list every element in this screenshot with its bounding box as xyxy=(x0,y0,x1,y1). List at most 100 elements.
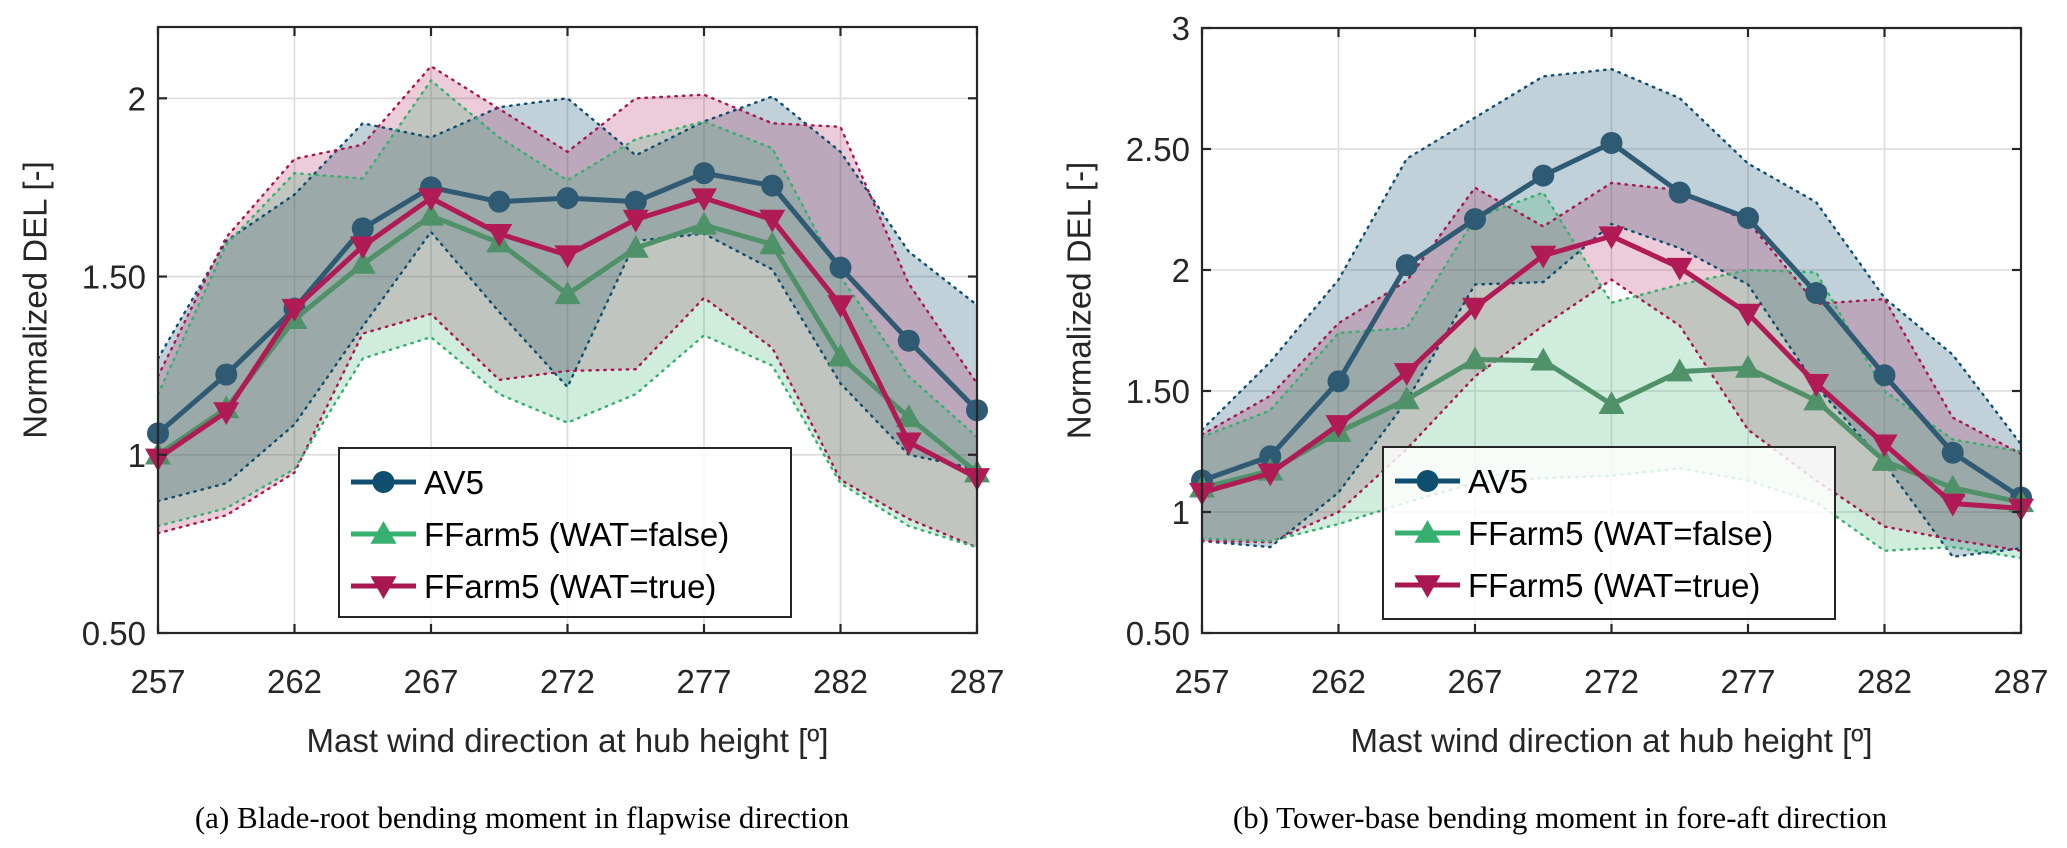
data-point xyxy=(829,256,852,279)
series-2 xyxy=(145,188,990,491)
series-2 xyxy=(1189,226,2034,522)
y-tick-label: 1 xyxy=(1172,494,1190,531)
y-axis-label: Normalized DEL [-] xyxy=(1061,162,1098,440)
data-point xyxy=(281,298,308,322)
data-point xyxy=(1395,254,1418,277)
data-point xyxy=(488,190,511,213)
data-point xyxy=(1666,358,1693,382)
band-upper-edge-0 xyxy=(1202,67,2021,446)
data-point xyxy=(351,217,374,240)
data-point xyxy=(1939,474,1966,498)
legend-item: AV5 xyxy=(1395,463,1528,500)
legend: AV5 FFarm5 (WAT=false) FFarm5 (WAT=true) xyxy=(338,447,792,618)
data-point xyxy=(1939,493,1966,517)
data-point xyxy=(1598,226,1625,250)
data-point xyxy=(1598,391,1625,415)
legend-item: AV5 xyxy=(351,464,484,501)
data-point xyxy=(693,162,715,185)
data-point xyxy=(554,281,581,305)
x-tick-label: 262 xyxy=(267,663,322,700)
y-axis-label: Normalized DEL [-] xyxy=(17,161,54,439)
y-tick-label: 1 xyxy=(128,437,146,474)
circle-marker-icon xyxy=(1416,470,1439,492)
data-point xyxy=(215,363,238,386)
triangle-down-marker-icon xyxy=(370,576,397,599)
y-tick-label: 2 xyxy=(128,80,146,117)
x-axis-label: Mast wind direction at hub height [º] xyxy=(306,722,828,759)
data-point xyxy=(827,343,854,367)
data-point xyxy=(1735,303,1761,327)
triangle-up-marker-icon xyxy=(1414,520,1441,543)
data-point xyxy=(1462,297,1488,321)
data-point xyxy=(1600,131,1623,154)
legend-label: FFarm5 (WAT=false) xyxy=(1468,515,1773,552)
band-lower-edge-1 xyxy=(158,333,977,549)
data-point xyxy=(1666,257,1693,281)
data-point xyxy=(1803,373,1830,397)
x-tick-label: 257 xyxy=(130,663,185,700)
panel-a-blade-root-chart: 257 262 267 272 277 282 287 0.50 1 1.50 2 Mast wind… xyxy=(17,25,1005,835)
y-tick-label: 1.50 xyxy=(1126,373,1190,410)
data-point xyxy=(554,245,581,269)
x-tick-label: 282 xyxy=(1857,663,1912,700)
series xyxy=(1189,131,2034,522)
data-point xyxy=(691,188,717,212)
x-tick-label: 272 xyxy=(1584,663,1639,700)
triangle-up-marker-icon xyxy=(370,521,397,544)
y-tick-label: 1.50 xyxy=(82,259,146,296)
band-upper-edge-0 xyxy=(158,95,977,360)
x-tick-label: 267 xyxy=(1447,663,1502,700)
legend-item: FFarm5 (WAT=false) xyxy=(351,516,729,553)
data-point xyxy=(1805,281,1828,304)
band-lower-edge-2 xyxy=(158,296,977,549)
data-point xyxy=(759,231,786,255)
band-area-0 xyxy=(1202,69,2021,557)
y-tick-label: 0.50 xyxy=(82,615,146,652)
band-upper-edge-1 xyxy=(1202,191,2021,453)
legend-item: FFarm5 (WAT=true) xyxy=(1395,567,1760,604)
data-point xyxy=(759,209,786,233)
data-point xyxy=(213,402,240,425)
legend-item: FFarm5 (WAT=true) xyxy=(351,568,716,605)
data-point xyxy=(1257,463,1284,487)
data-point xyxy=(1393,363,1420,386)
data-point xyxy=(622,209,649,233)
data-point xyxy=(761,174,784,197)
x-tick-label: 277 xyxy=(1720,663,1775,700)
x-tick-label: 287 xyxy=(949,663,1004,700)
legend-label: FFarm5 (WAT=false) xyxy=(424,516,729,553)
x-tick-label: 272 xyxy=(540,663,595,700)
data-point xyxy=(895,432,922,456)
data-point xyxy=(1871,434,1898,458)
band-lower-edge-0 xyxy=(158,230,977,503)
data-point xyxy=(1873,364,1896,387)
x-tick-label: 262 xyxy=(1311,663,1366,700)
legend-label: FFarm5 (WAT=true) xyxy=(1468,567,1760,604)
data-point xyxy=(624,190,647,213)
data-point xyxy=(1871,448,1898,471)
circle-marker-icon xyxy=(372,471,395,493)
data-point xyxy=(1259,445,1282,468)
data-point xyxy=(1735,355,1761,378)
triangle-down-marker-icon xyxy=(1414,575,1441,598)
data-point xyxy=(556,187,579,210)
y-tick-label: 0.50 xyxy=(1126,615,1190,652)
x-tick-label: 277 xyxy=(676,663,731,700)
data-point xyxy=(349,236,376,260)
data-point xyxy=(897,329,920,352)
data-point xyxy=(1530,245,1557,269)
x-tick-label: 287 xyxy=(1993,663,2048,700)
data-point xyxy=(1532,164,1555,187)
x-tick-label: 282 xyxy=(813,663,868,700)
band-upper-edge-2 xyxy=(1202,181,2021,456)
data-point xyxy=(1464,208,1486,231)
x-axis-label: Mast wind direction at hub height [º] xyxy=(1350,722,1872,759)
y-tick-label: 2 xyxy=(1172,252,1190,289)
ticks xyxy=(1200,26,2023,635)
data-point xyxy=(349,251,376,274)
series-0 xyxy=(1191,131,2032,509)
data-point xyxy=(1941,441,1964,464)
legend-label: AV5 xyxy=(1468,463,1528,500)
figure-caption: (b) Tower-base bending moment in fore-af… xyxy=(1233,800,1888,835)
